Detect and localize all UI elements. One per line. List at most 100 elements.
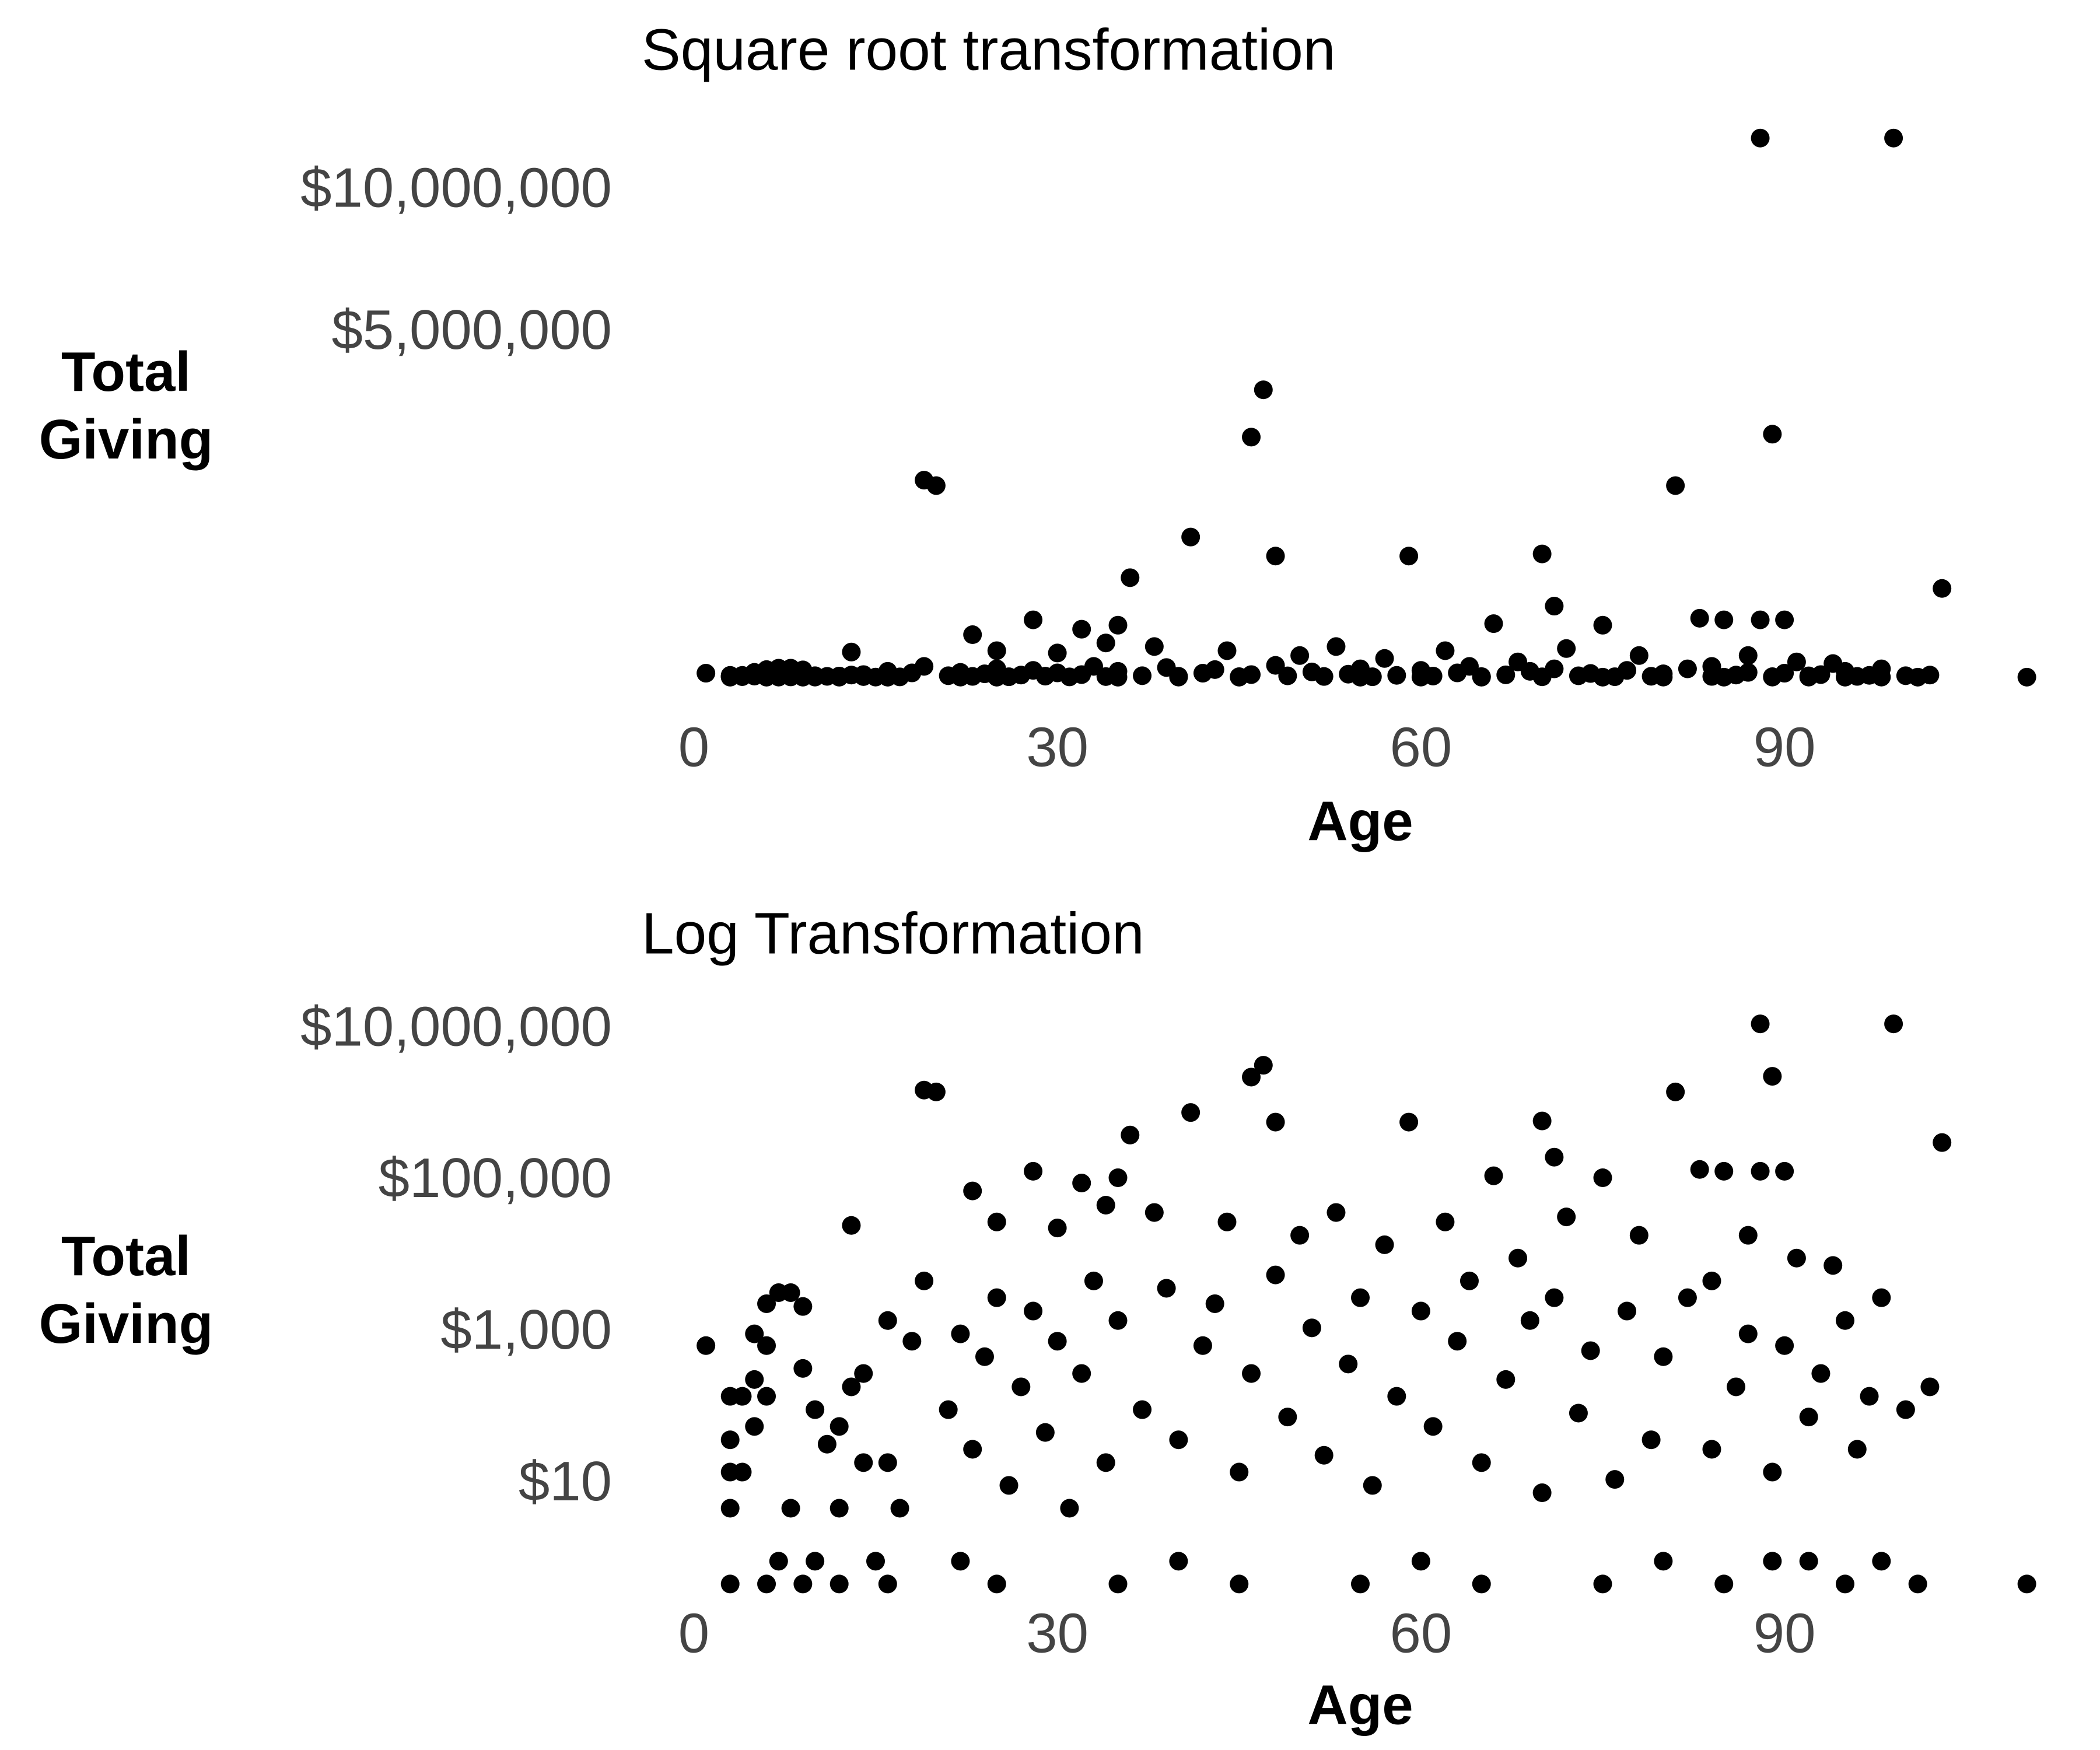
y-tick-label: $5,000,000	[332, 299, 612, 361]
point	[842, 1216, 861, 1235]
point	[1629, 1226, 1648, 1245]
point	[951, 1552, 970, 1571]
point	[1496, 665, 1516, 684]
point	[1399, 1112, 1419, 1132]
point	[1278, 1408, 1297, 1427]
point	[1835, 1574, 1854, 1594]
point	[1738, 663, 1758, 682]
x-tick-label: 90	[1754, 1602, 1816, 1664]
point	[1532, 1111, 1552, 1130]
point	[1144, 1203, 1164, 1222]
point	[1738, 1226, 1758, 1245]
point	[1654, 1347, 1673, 1366]
point	[987, 1574, 1006, 1594]
point	[1012, 1377, 1031, 1396]
point	[1496, 1370, 1516, 1389]
point	[1084, 1271, 1103, 1290]
point	[1654, 1552, 1673, 1571]
point	[1290, 1226, 1310, 1245]
point	[1545, 1147, 1564, 1167]
point	[2017, 1574, 2036, 1594]
point	[1690, 608, 1709, 628]
point	[1096, 1453, 1115, 1472]
point	[1702, 1440, 1721, 1459]
point	[1217, 641, 1237, 660]
point	[1133, 1400, 1152, 1419]
point	[1024, 1161, 1043, 1181]
x-axis-label: Age	[1307, 1674, 1413, 1736]
point	[854, 1453, 873, 1472]
point	[1751, 1014, 1770, 1034]
x-tick-label: 0	[678, 1602, 709, 1664]
point	[915, 1271, 934, 1290]
point	[1532, 1483, 1552, 1503]
point	[793, 1297, 813, 1316]
point	[1920, 1377, 1940, 1396]
point	[1266, 1112, 1285, 1132]
point	[757, 667, 776, 687]
point	[1460, 1271, 1479, 1290]
point	[1072, 1174, 1091, 1193]
point	[1290, 646, 1310, 665]
point	[1314, 667, 1334, 686]
point	[1714, 1161, 1734, 1181]
point	[1108, 1574, 1128, 1594]
point	[878, 1311, 897, 1330]
point	[963, 625, 982, 645]
point	[1035, 1423, 1055, 1442]
point	[2017, 667, 2036, 687]
point	[757, 1387, 776, 1406]
point	[1072, 620, 1091, 639]
point	[1375, 649, 1394, 668]
point	[1557, 1208, 1576, 1227]
y-tick-label: $10,000,000	[300, 995, 612, 1058]
point	[1266, 1265, 1285, 1284]
point	[939, 1400, 958, 1419]
point	[720, 667, 740, 687]
point	[1545, 1288, 1564, 1307]
point	[1096, 1195, 1115, 1214]
point	[1775, 610, 1794, 629]
point	[1835, 1311, 1854, 1330]
point	[1024, 1301, 1043, 1321]
point	[1751, 1161, 1770, 1181]
point	[878, 1574, 897, 1594]
point	[1181, 527, 1200, 547]
point	[1411, 1301, 1430, 1321]
point	[1351, 1574, 1370, 1594]
point	[915, 657, 934, 676]
point	[963, 1181, 982, 1200]
point	[1690, 1160, 1709, 1179]
point	[757, 1574, 776, 1594]
point	[1217, 1212, 1237, 1231]
point	[830, 1499, 849, 1518]
point	[1399, 547, 1419, 566]
point	[1727, 1377, 1746, 1396]
point	[1254, 380, 1273, 400]
point	[806, 1552, 825, 1571]
point	[1242, 1364, 1261, 1383]
point	[1108, 1311, 1128, 1330]
point	[926, 1082, 946, 1101]
x-tick-label: 30	[1026, 716, 1088, 778]
point	[1763, 1462, 1782, 1482]
point	[1024, 610, 1043, 629]
point	[1799, 1552, 1818, 1571]
point	[1872, 1552, 1891, 1571]
point	[1314, 1446, 1334, 1465]
y-tick-label: $10	[519, 1450, 612, 1513]
point	[1896, 666, 1915, 685]
point	[999, 1476, 1019, 1495]
point	[1569, 1404, 1588, 1423]
point	[1920, 666, 1940, 685]
point	[793, 1359, 813, 1378]
chart-title: Square root transformation	[642, 17, 1336, 82]
point	[1605, 1470, 1625, 1489]
point	[1169, 1430, 1188, 1450]
point	[1472, 1574, 1491, 1594]
point	[1375, 1235, 1394, 1254]
x-tick-label: 90	[1754, 716, 1816, 778]
point	[1618, 1301, 1637, 1321]
point	[757, 1294, 776, 1313]
